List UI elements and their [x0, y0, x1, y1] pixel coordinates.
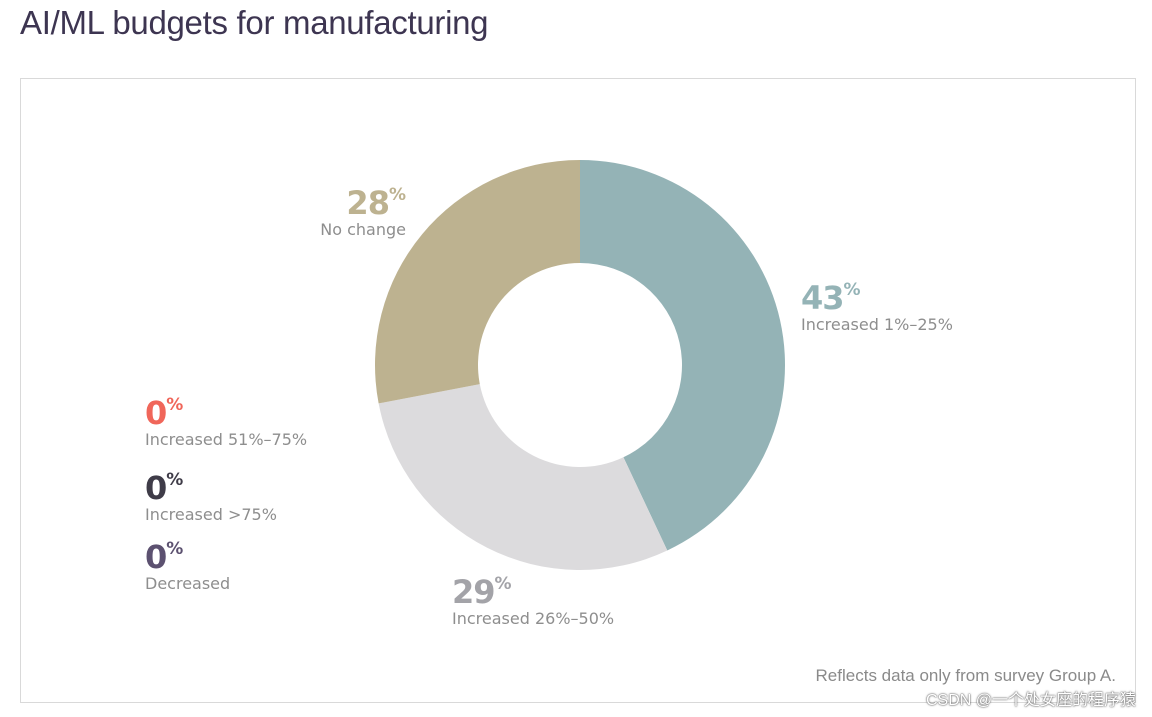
value-no-change: 28%	[320, 184, 406, 222]
label-increased-1-25: 43% Increased 1%–25%	[801, 282, 953, 333]
footnote: Reflects data only from survey Group A.	[815, 666, 1116, 685]
chart-frame	[20, 78, 1136, 703]
category-increased-1-25: Increased 1%–25%	[801, 315, 953, 334]
value-text: 0	[145, 394, 167, 432]
label-no-change: 28% No change	[320, 187, 406, 238]
value-increased-51-75: 0%	[145, 394, 307, 432]
value-text: 29	[452, 573, 496, 611]
value-increased-26-50: 29%	[452, 573, 614, 611]
percent-sign: %	[388, 185, 406, 205]
value-text: 28	[346, 184, 390, 222]
watermark: CSDN @一个处女座的程序猿	[925, 692, 1136, 709]
value-text: 43	[801, 279, 845, 317]
slice-inc-1-25	[580, 160, 785, 551]
category-no-change: No change	[320, 220, 406, 239]
percent-sign: %	[843, 280, 861, 300]
value-increased-1-25: 43%	[801, 279, 953, 317]
percent-sign: %	[166, 470, 184, 490]
value-decreased: 0%	[145, 538, 230, 576]
percent-sign: %	[166, 539, 184, 559]
percent-sign: %	[166, 395, 184, 415]
label-increased-gt-75: 0% Increased >75%	[145, 472, 277, 523]
value-text: 0	[145, 538, 167, 576]
slice-inc-26-50	[378, 384, 668, 570]
label-decreased: 0% Decreased	[145, 541, 230, 592]
category-decreased: Decreased	[145, 574, 231, 593]
label-increased-26-50: 29% Increased 26%–50%	[452, 576, 614, 627]
category-increased-gt-75: Increased >75%	[145, 505, 277, 524]
value-increased-gt-75: 0%	[145, 469, 277, 507]
label-increased-51-75: 0% Increased 51%–75%	[145, 397, 307, 448]
slice-no-change	[375, 160, 580, 404]
category-increased-26-50: Increased 26%–50%	[452, 609, 615, 628]
page-title: AI/ML budgets for manufacturing	[20, 4, 489, 41]
percent-sign: %	[494, 574, 512, 594]
category-increased-51-75: Increased 51%–75%	[145, 430, 308, 449]
value-text: 0	[145, 469, 167, 507]
